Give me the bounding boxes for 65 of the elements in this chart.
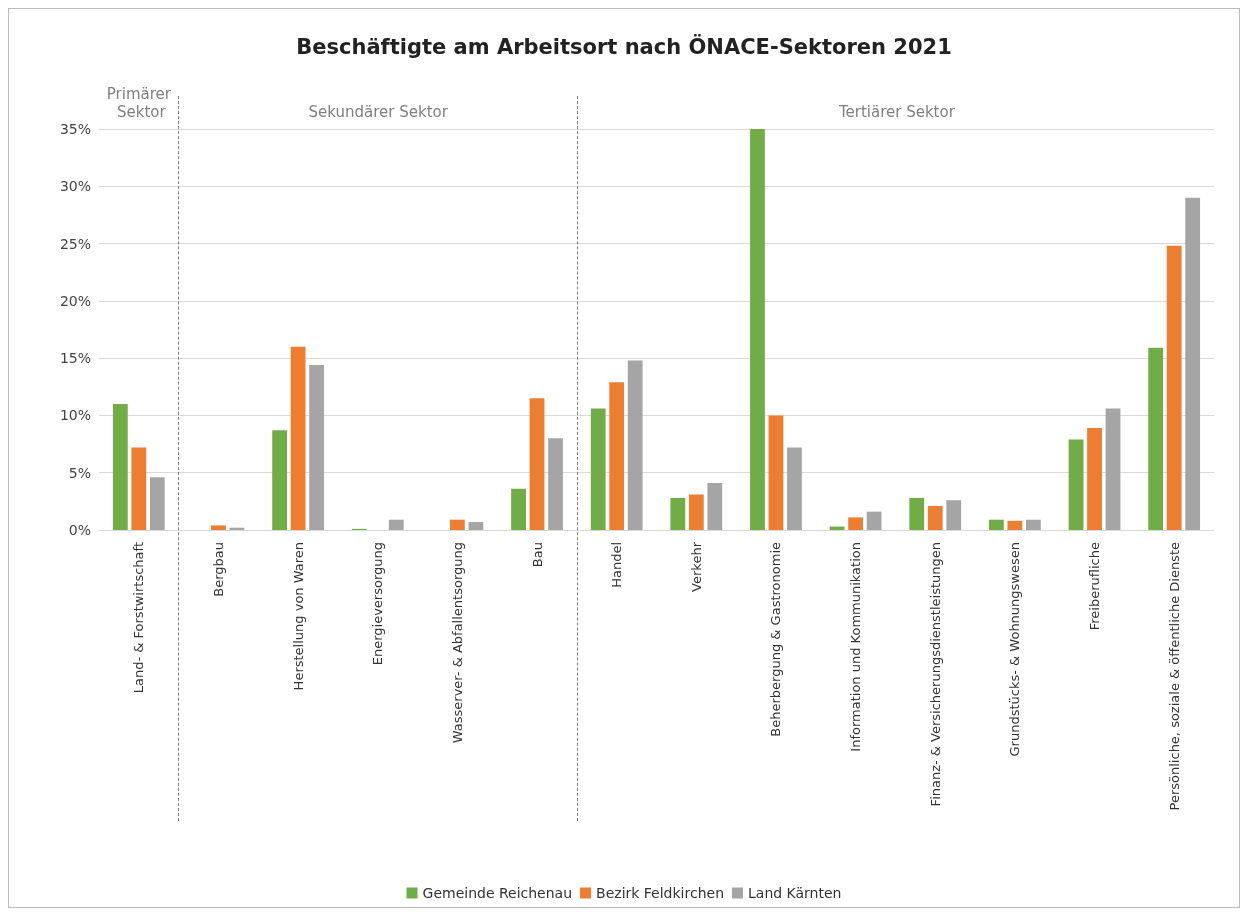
bar [1166, 245, 1182, 530]
y-tick-label: 0% [68, 522, 91, 538]
bar [670, 497, 686, 530]
x-tick-label: Grundstücks- & Wohnungswesen [1007, 542, 1023, 757]
bar [149, 477, 165, 530]
bar [272, 430, 288, 530]
text: Sekundärer Sektor [308, 103, 449, 121]
x-tick-label: Wasserver- & Abfallentsorgung [449, 542, 465, 744]
bar [989, 519, 1004, 530]
legend-label: Bezirk Feldkirchen [596, 885, 725, 901]
bar [688, 494, 704, 530]
y-tick-label: 35% [59, 121, 91, 137]
bar [946, 500, 962, 530]
legend-label: Land Kärnten [748, 885, 842, 901]
bar [1087, 428, 1102, 530]
y-tick-label: 30% [59, 178, 91, 195]
bar [1185, 197, 1201, 530]
x-tick-label: Freiberufliche [1087, 542, 1103, 631]
bar [1105, 408, 1121, 530]
y-tick-label: 15% [59, 350, 91, 367]
text: Tertiärer Sektor [837, 103, 956, 121]
bar [787, 447, 802, 530]
bar [1068, 439, 1084, 530]
x-tick-label: Verkehr [688, 541, 704, 592]
bar [909, 497, 925, 530]
x-tick-label: Beherbergung & Gastronomie [768, 542, 784, 737]
bar [609, 382, 625, 530]
bar [529, 398, 545, 530]
chart-title: Beschäftigte am Arbeitsort nach ÖNACE-Sektoren 2021 [296, 33, 952, 59]
bar [131, 447, 147, 530]
bar [1007, 520, 1023, 530]
y-tick-label: 10% [59, 407, 91, 424]
bar [866, 511, 882, 530]
bar [450, 519, 465, 530]
bar [211, 525, 226, 530]
y-tick-label: 5% [68, 464, 91, 481]
bar [768, 415, 784, 530]
bar [927, 505, 943, 530]
bar [590, 408, 606, 530]
x-tick-label: Energieversorgung [370, 542, 386, 666]
text: Primärer Sektor [106, 85, 172, 121]
bar [707, 483, 723, 530]
bar [309, 365, 324, 530]
bar [627, 360, 643, 530]
bar [468, 521, 484, 530]
y-tick-label: 20% [59, 292, 91, 309]
bar [750, 129, 765, 530]
bar [388, 519, 404, 530]
x-tick-label: Land- & Forstwirtschaft [131, 542, 147, 694]
bar [848, 517, 863, 530]
x-tick-label: Bau [529, 542, 545, 568]
bar [511, 488, 526, 530]
y-tick-label: 25% [59, 235, 91, 252]
x-tick-label: Handel [609, 542, 625, 588]
legend-label: Gemeinde Reichenau [422, 885, 573, 901]
bar [1025, 519, 1041, 530]
x-tick-label: Herstellung von Waren [290, 542, 306, 691]
x-tick-label: Bergbau [210, 542, 226, 597]
bar [290, 346, 306, 530]
x-tick-label: Persönliche, soziale & öffentliche Dienste [1166, 542, 1182, 811]
x-tick-label: Information und Kommunikation [848, 542, 864, 752]
bar [548, 438, 563, 530]
x-tick-label: Finanz- & Versicherungsdienstleistungen [927, 542, 943, 807]
bar [1148, 347, 1164, 530]
bar [112, 403, 128, 530]
